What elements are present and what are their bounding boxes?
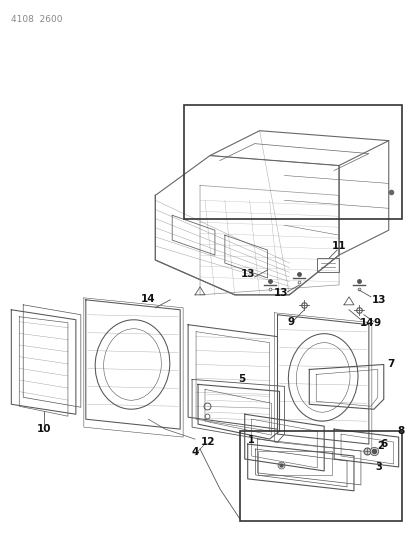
Bar xyxy=(257,451,332,475)
Bar xyxy=(184,105,402,219)
Bar xyxy=(239,431,402,521)
Text: 3: 3 xyxy=(375,462,382,472)
Text: 12: 12 xyxy=(201,437,215,447)
Text: 5: 5 xyxy=(238,374,245,384)
Text: 10: 10 xyxy=(37,424,51,434)
Text: 13: 13 xyxy=(274,288,289,298)
Text: 14: 14 xyxy=(141,294,156,304)
Bar xyxy=(317,258,339,272)
Text: 13: 13 xyxy=(240,269,255,279)
Text: 4108  2600: 4108 2600 xyxy=(11,15,63,25)
Text: 4: 4 xyxy=(191,447,199,457)
Text: 11: 11 xyxy=(332,241,346,251)
Text: 9: 9 xyxy=(373,318,380,328)
Text: 9: 9 xyxy=(288,317,295,327)
Text: 1: 1 xyxy=(248,435,255,445)
Text: 13: 13 xyxy=(372,295,386,305)
Text: 14: 14 xyxy=(359,318,374,328)
Text: 6: 6 xyxy=(380,439,387,449)
Text: 2: 2 xyxy=(377,441,384,451)
Text: 7: 7 xyxy=(387,359,395,369)
Text: 8: 8 xyxy=(397,426,404,436)
